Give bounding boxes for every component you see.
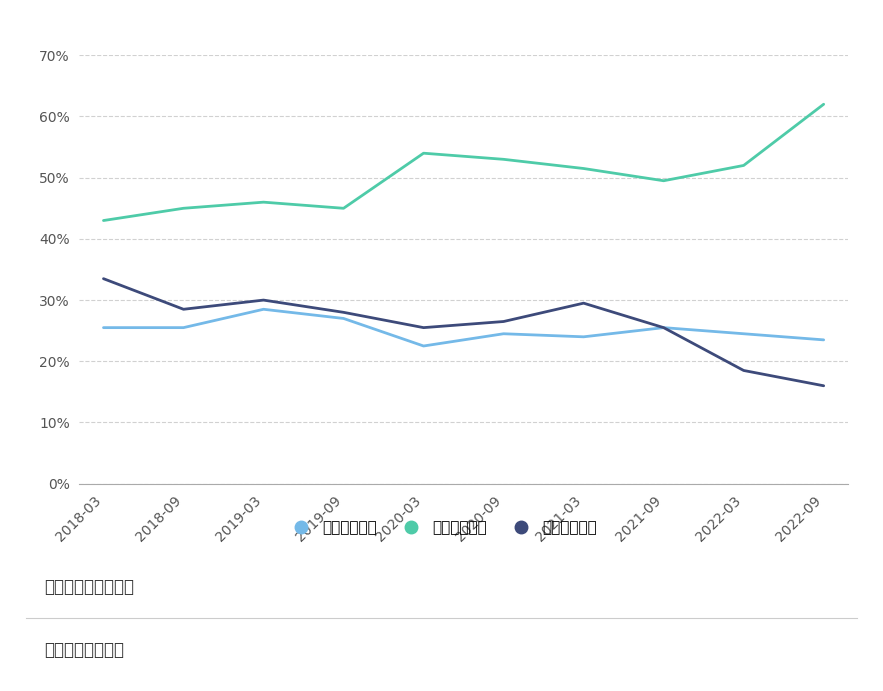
- Legend: 更多消费占比, 更多储蓄占比, 更多投资占比: 更多消费占比, 更多储蓄占比, 更多投资占比: [280, 515, 603, 542]
- Text: 制图：财经十一人: 制图：财经十一人: [44, 641, 125, 659]
- Text: 数据来源：万得资讯: 数据来源：万得资讯: [44, 578, 134, 596]
